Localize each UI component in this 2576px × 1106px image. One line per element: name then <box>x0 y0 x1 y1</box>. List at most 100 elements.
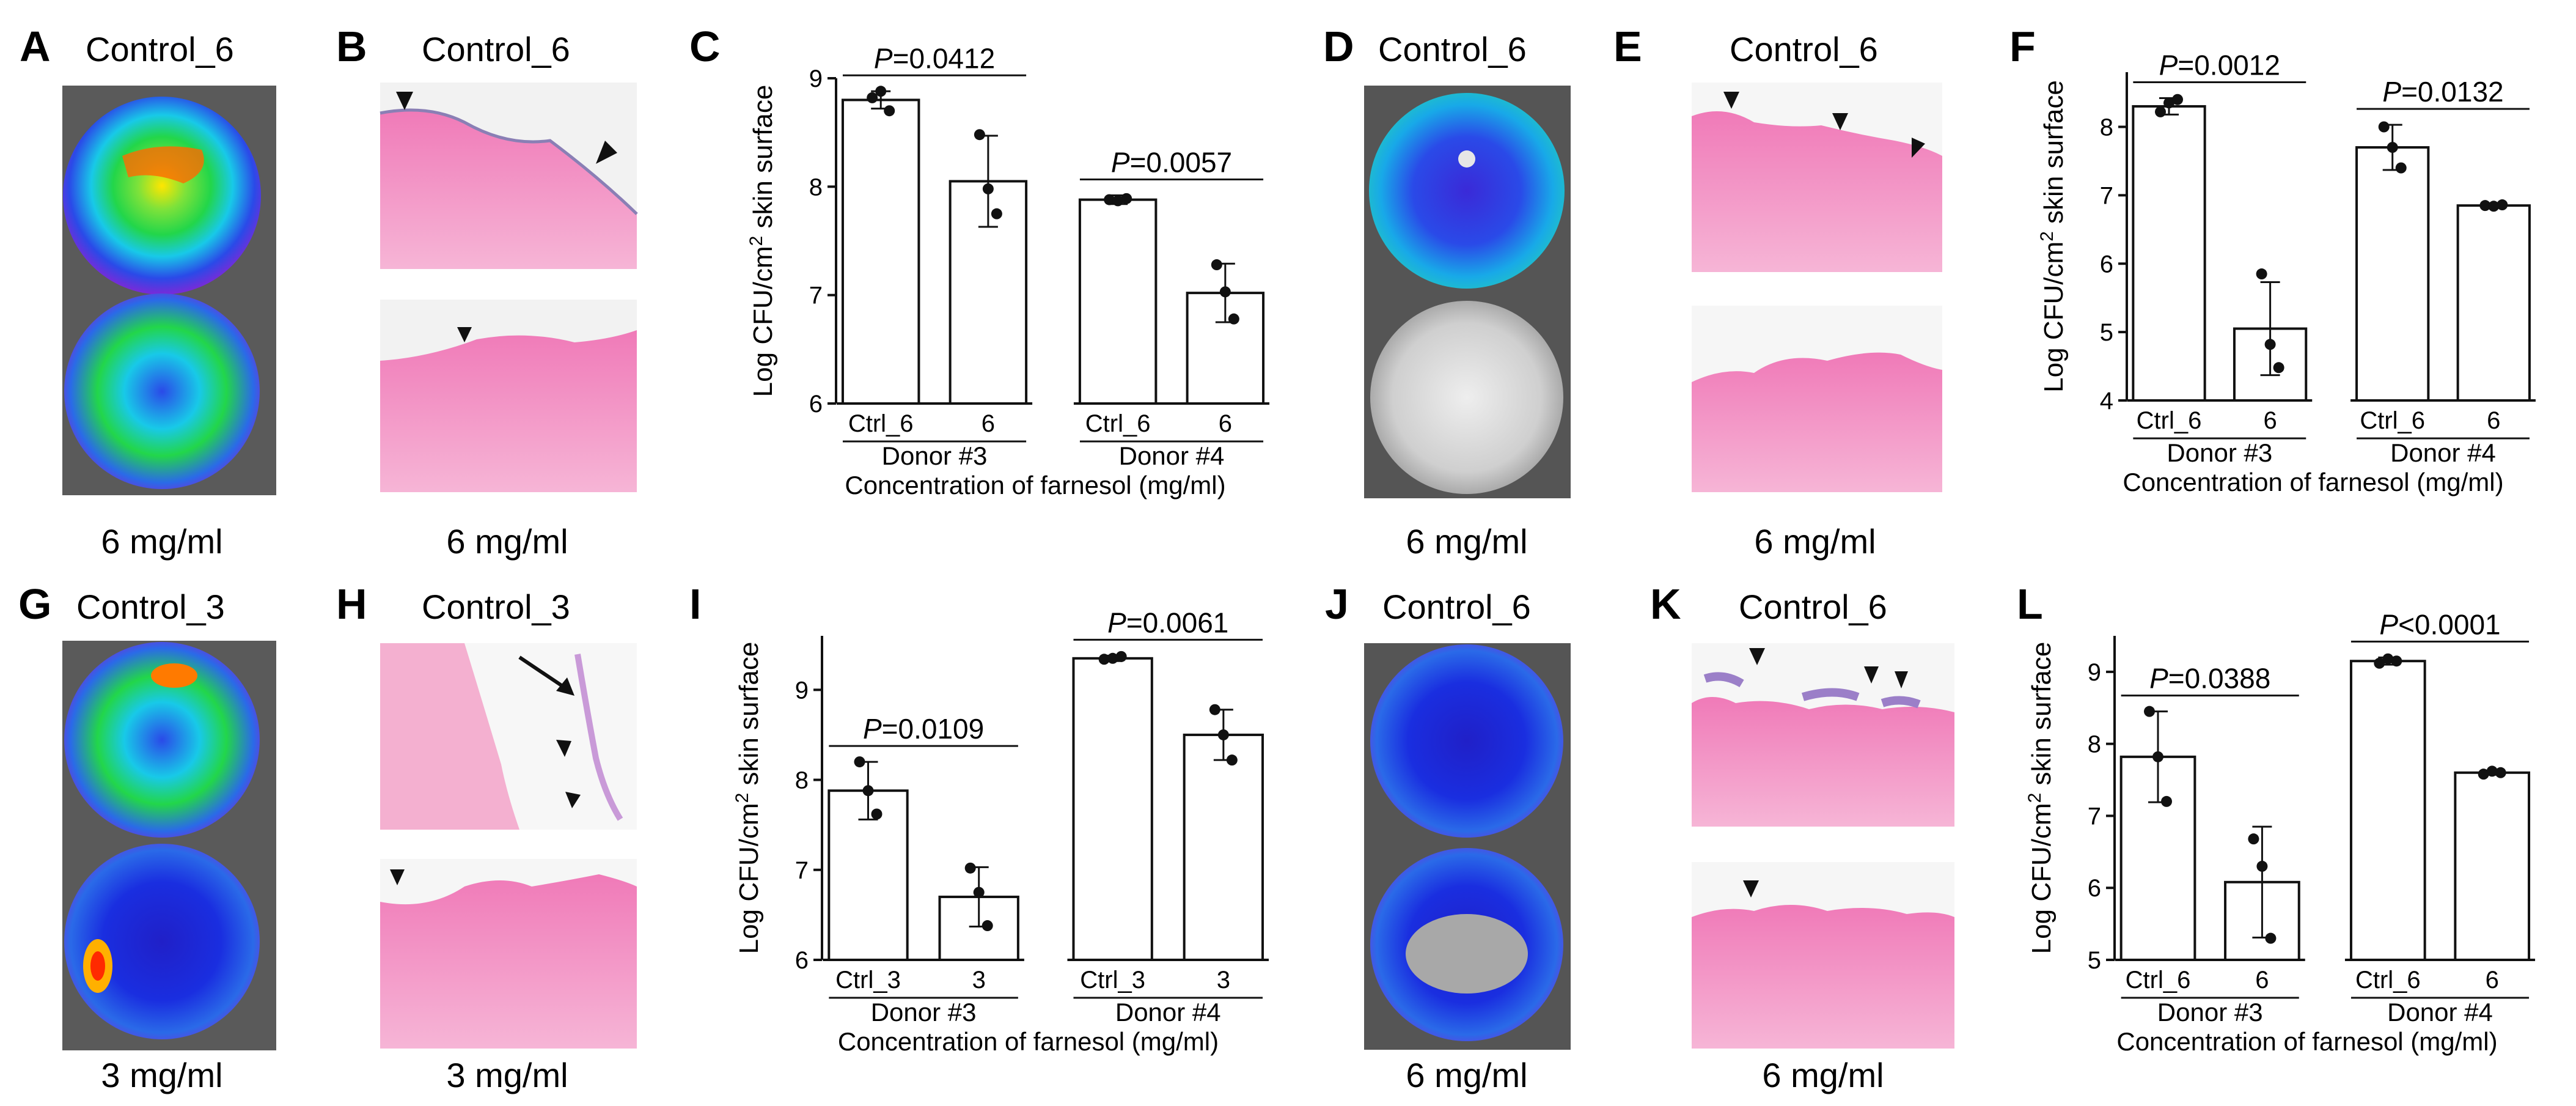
p-value-label: P=0.0057 <box>1111 147 1232 179</box>
p-value-label: P=0.0061 <box>1107 606 1228 638</box>
chart-i: 6 7 8 9 Log CFU/cm2 skin surface Ctrl_3 3 Ctrl_… <box>732 606 1269 1056</box>
panel-label-d: D <box>1323 23 1354 70</box>
y-tick-label: 9 <box>2088 659 2101 686</box>
arrowhead-icon <box>390 869 405 885</box>
tissue-section <box>380 874 637 1049</box>
chart-c: 6 7 8 9 Log CFU/cm2 skin surface Ctrl_6 6 Ctrl_… <box>746 42 1270 500</box>
hotspot <box>151 663 197 688</box>
data-point <box>982 183 994 194</box>
well-treated <box>1370 301 1563 494</box>
data-point <box>2172 94 2183 105</box>
x-tick-label: 6 <box>2263 407 2277 434</box>
p-value-label: P<0.0001 <box>2379 608 2500 640</box>
group-label: Donor #4 <box>1119 441 1225 470</box>
data-point <box>2248 833 2259 845</box>
arrowhead-icon <box>396 92 413 110</box>
detached-biofilm <box>574 654 623 821</box>
x-tick-label: 6 <box>2486 967 2499 994</box>
y-tick-label: 8 <box>2088 731 2101 758</box>
y-tick-label: 6 <box>2088 875 2101 902</box>
x-tick-label: 6 <box>2255 967 2269 994</box>
arrowhead-icon <box>596 141 617 164</box>
y-tick-label: 6 <box>795 947 809 974</box>
arrowhead-icon <box>1832 113 1848 130</box>
data-point <box>973 887 985 898</box>
arrowhead-icon <box>1723 92 1739 109</box>
panel-e-title: Control_6 <box>1730 30 1878 68</box>
data-point <box>2478 769 2489 780</box>
x-tick-label: 3 <box>1217 967 1230 994</box>
biofilm-well-control <box>1369 93 1565 289</box>
panel-label-i: I <box>689 580 701 628</box>
data-point <box>1121 193 1132 204</box>
x-tick-label: Ctrl_6 <box>2126 967 2191 994</box>
y-tick-label: 7 <box>2100 182 2113 209</box>
tissue-section <box>1692 697 1954 827</box>
arrowhead-icon <box>1864 666 1879 684</box>
panel-b-title: Control_6 <box>422 30 570 68</box>
data-point <box>2486 765 2498 777</box>
bar <box>2454 771 2531 962</box>
data-point <box>982 920 993 932</box>
data-point <box>2378 121 2390 133</box>
x-tick-label: Ctrl_6 <box>2360 407 2425 434</box>
data-point <box>1098 654 1110 665</box>
panel-d: D Control_6 6 mg/ml <box>1323 23 1571 561</box>
x-tick-label: Ctrl_3 <box>1080 967 1145 994</box>
data-point <box>884 105 895 117</box>
group-label: Donor #4 <box>2390 438 2496 467</box>
panel-g-caption: 3 mg/ml <box>101 1056 222 1094</box>
data-point <box>2265 932 2277 944</box>
x-tick-label: Ctrl_6 <box>2355 967 2421 994</box>
p-value-label: P=0.0412 <box>874 42 995 74</box>
p-value-label: P=0.0388 <box>2149 663 2270 695</box>
data-point <box>964 862 976 874</box>
bar <box>1183 733 1264 961</box>
y-tick-label: 7 <box>2088 803 2101 830</box>
tissue-section <box>380 643 519 830</box>
y-tick-label: 8 <box>2100 114 2113 141</box>
p-value-label: P=0.0109 <box>863 713 984 745</box>
panel-label-l: L <box>2017 580 2043 628</box>
biofilm-well-control <box>63 97 261 295</box>
panel-label-c: C <box>689 23 721 70</box>
y-tick-label: 5 <box>2088 947 2101 974</box>
data-point <box>2374 657 2385 669</box>
bar <box>2349 660 2426 961</box>
panel-d-caption: 6 mg/ml <box>1406 522 1527 561</box>
tissue-section <box>1692 111 1942 272</box>
arrowhead-icon <box>1895 671 1908 688</box>
data-point <box>2264 339 2276 350</box>
y-tick-label: 8 <box>809 174 823 201</box>
data-point <box>2152 751 2163 762</box>
panel-g-title: Control_3 <box>76 588 225 626</box>
data-point <box>1107 652 1118 664</box>
y-tick-label: 7 <box>795 857 809 884</box>
x-tick-label: Ctrl_6 <box>2137 407 2202 434</box>
group-label: Donor #4 <box>1115 998 1221 1027</box>
panel-k: K Control_6 6 mg/ml <box>1650 580 1954 1094</box>
data-point <box>2391 655 2402 667</box>
x-tick-label: Ctrl_6 <box>848 410 914 437</box>
data-point <box>875 86 887 97</box>
biofilm-well-treated <box>64 293 260 489</box>
biofilm-well-treated <box>64 844 260 1039</box>
data-point <box>2395 162 2407 174</box>
group-label: Donor #4 <box>2387 998 2493 1027</box>
x-tick-label: 6 <box>982 410 995 437</box>
panel-h-title: Control_3 <box>422 588 570 626</box>
bar <box>2355 146 2430 402</box>
panel-k-caption: 6 mg/ml <box>1762 1056 1884 1094</box>
biofilm-layer <box>1703 672 1921 709</box>
x-tick-label: Ctrl_3 <box>835 967 901 994</box>
data-point <box>854 756 865 768</box>
tissue-section <box>380 110 637 269</box>
data-point <box>974 129 985 141</box>
arrowhead-icon <box>556 740 571 757</box>
grey-region <box>1406 914 1528 994</box>
p-value-label: P=0.0012 <box>2159 50 2280 81</box>
x-tick-label: 6 <box>2487 407 2500 434</box>
data-point <box>2161 795 2172 807</box>
y-axis-label: Log CFU/cm2 skin surface <box>2037 80 2069 393</box>
